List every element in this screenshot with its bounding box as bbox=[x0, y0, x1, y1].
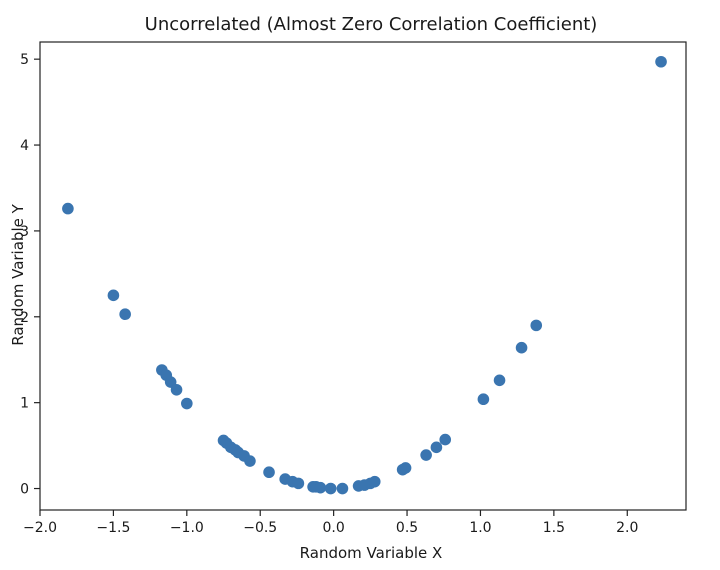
data-point bbox=[107, 289, 120, 302]
y-tick-label: 1 bbox=[20, 396, 29, 412]
data-point bbox=[515, 341, 528, 354]
x-tick-label: −1.5 bbox=[96, 520, 130, 536]
data-point bbox=[493, 374, 506, 387]
x-axis: −2.0 −1.5 −1.0 −0.5 0.0 0.5 1.0 1.5 2.0 bbox=[23, 510, 638, 536]
data-point bbox=[368, 475, 381, 488]
data-point bbox=[655, 55, 667, 68]
y-tick-label: 3 bbox=[20, 224, 29, 240]
chart-title: Uncorrelated (Almost Zero Correlation Co… bbox=[145, 14, 598, 35]
data-point bbox=[263, 466, 275, 479]
x-axis-label: Random Variable X bbox=[300, 544, 443, 562]
y-axis-label: Random Variable Y bbox=[9, 203, 27, 345]
y-axis: 0 1 2 3 4 5 bbox=[20, 52, 40, 498]
x-tick-label: 0.5 bbox=[396, 520, 418, 536]
data-point bbox=[430, 441, 443, 454]
data-point bbox=[324, 482, 337, 495]
data-point bbox=[181, 397, 193, 410]
x-tick-label: 2.0 bbox=[616, 520, 638, 536]
y-tick-label: 0 bbox=[20, 482, 29, 498]
y-tick-label: 2 bbox=[20, 310, 29, 326]
data-point bbox=[119, 308, 131, 321]
x-tick-label: 1.0 bbox=[469, 520, 491, 536]
x-tick-label: 1.5 bbox=[543, 520, 565, 536]
y-tick-label: 5 bbox=[20, 52, 29, 68]
x-tick-label: 0.0 bbox=[323, 520, 345, 536]
data-point bbox=[314, 481, 327, 494]
x-tick-label: −0.5 bbox=[243, 520, 277, 536]
plot-frame bbox=[39, 41, 687, 511]
data-point bbox=[292, 477, 305, 490]
data-point bbox=[62, 202, 74, 215]
x-tick-label: −2.0 bbox=[23, 520, 57, 536]
data-point bbox=[244, 455, 256, 467]
data-point bbox=[439, 433, 452, 446]
data-point bbox=[336, 482, 349, 495]
data-point bbox=[477, 393, 490, 406]
y-tick-label: 4 bbox=[20, 138, 29, 154]
x-tick-label: −1.0 bbox=[170, 520, 204, 536]
plot-area bbox=[39, 41, 687, 511]
data-point bbox=[530, 319, 543, 332]
data-point bbox=[420, 449, 432, 461]
data-point bbox=[170, 383, 183, 396]
data-point bbox=[399, 462, 412, 474]
